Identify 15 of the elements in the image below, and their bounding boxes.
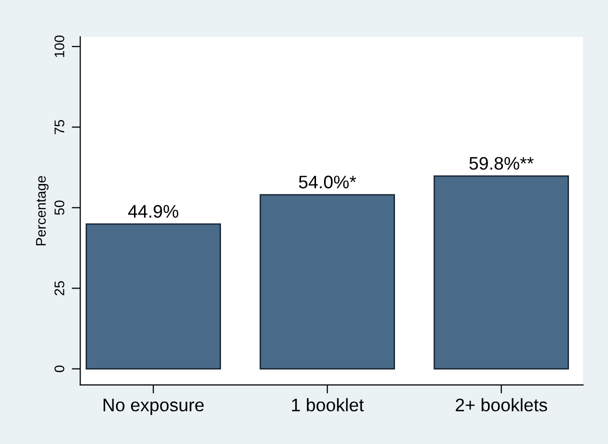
data-label: 44.9% (128, 204, 178, 218)
x-tick-label: No exposure (104, 398, 204, 415)
bar (434, 175, 569, 370)
bar (86, 223, 222, 370)
x-tick-label: 1 booklet (292, 398, 364, 412)
y-tick-label: 75 (54, 120, 64, 134)
bar (260, 194, 395, 370)
y-tick-label: 25 (54, 281, 64, 296)
y-tick-label: 100 (54, 35, 64, 58)
y-axis-title: Percentage (36, 176, 49, 246)
data-label: 59.8%** (469, 156, 534, 170)
y-tick-label: 0 (54, 366, 64, 372)
y-tick-label: 50 (54, 200, 64, 215)
data-label: 54.0%* (298, 176, 356, 188)
x-tick-label: 2+ booklets (456, 398, 548, 412)
